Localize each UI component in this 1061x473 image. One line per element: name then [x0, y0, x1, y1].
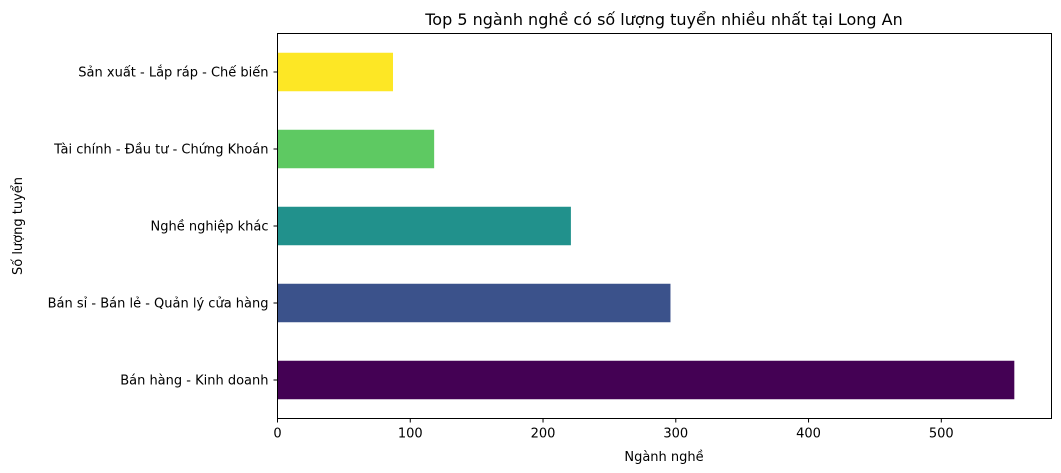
x-tick-label: 200 — [531, 427, 556, 442]
y-tick-label: Bán hàng - Kinh doanh — [120, 374, 268, 389]
bar — [277, 360, 1015, 400]
y-tick-label: Nghề nghiệp khác — [151, 220, 269, 235]
bar — [277, 206, 571, 246]
y-axis-label: Số lượng tuyển — [11, 177, 26, 275]
bar — [277, 129, 435, 169]
y-tick-label: Sản xuất - Lắp ráp - Chế biến — [78, 66, 268, 81]
x-axis-label: Ngành nghề — [624, 450, 703, 465]
y-tick-label: Bán sỉ - Bán lẻ - Quản lý cửa hàng — [48, 297, 269, 312]
bars-group — [277, 52, 1015, 400]
x-tick-label: 100 — [398, 427, 423, 442]
x-tick-label: 500 — [929, 427, 954, 442]
plot-frame — [277, 33, 1052, 419]
y-tick-label: Tài chính - Đầu tư - Chứng Khoán — [53, 143, 268, 158]
bar — [277, 52, 394, 92]
x-tick-label: 0 — [273, 427, 281, 442]
x-tick-label: 400 — [796, 427, 821, 442]
x-axis-ticks: 0 100 200 300 400 500 — [273, 418, 954, 442]
y-axis-ticks: Bán hàng - Kinh doanh Bán sỉ - Bán lẻ - Q… — [48, 66, 278, 389]
x-tick-label: 300 — [663, 427, 688, 442]
chart-title: Top 5 ngành nghề có số lượng tuyển nhiều… — [424, 10, 903, 29]
bar — [277, 283, 671, 323]
